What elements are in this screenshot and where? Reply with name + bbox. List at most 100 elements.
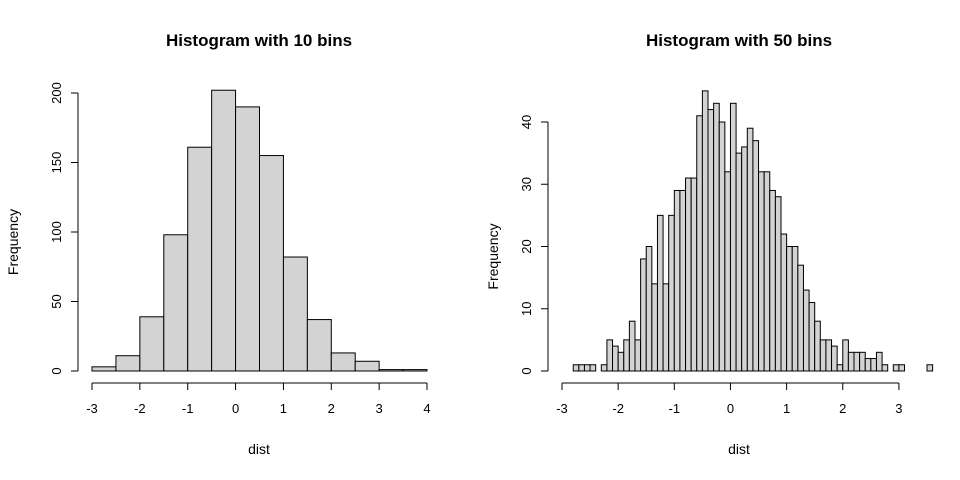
histogram-bar: [187, 146, 213, 372]
y-tick-label: 50: [49, 294, 64, 308]
histogram-bar: [780, 233, 788, 372]
x-tick-label: 0: [727, 401, 734, 416]
histogram-bar: [645, 246, 653, 372]
histogram-bar: [898, 364, 906, 372]
y-axis-label: Frequency: [485, 223, 501, 289]
histogram-bar: [707, 109, 715, 372]
histogram-bar: [864, 358, 872, 372]
histogram-bar: [763, 171, 771, 372]
histogram-bar: [402, 369, 428, 372]
histogram-bar: [808, 302, 816, 372]
histogram-bar: [578, 364, 585, 372]
y-tick-label: 150: [49, 152, 64, 174]
x-tick-label: 1: [280, 401, 287, 416]
y-tick-label: 40: [519, 115, 534, 129]
histogram-bar: [612, 345, 619, 372]
histogram-bar: [628, 320, 636, 372]
histogram-bar: [354, 360, 380, 372]
x-tick-label: -2: [612, 401, 624, 416]
histogram-bar: [679, 189, 687, 372]
histogram-bar: [91, 366, 117, 372]
x-tick-label: 1: [783, 401, 790, 416]
histogram-bar: [724, 171, 731, 372]
x-tick-label: 3: [895, 401, 902, 416]
y-tick-label: 10: [519, 302, 534, 316]
y-tick-label: 20: [519, 239, 534, 253]
x-tick-label: -3: [86, 401, 98, 416]
histogram-bar: [791, 246, 799, 372]
histogram-bar: [853, 351, 861, 372]
histogram-bar: [235, 106, 261, 372]
histogram-bar: [600, 364, 608, 372]
histogram-bar: [814, 320, 821, 372]
histogram-bar: [696, 115, 703, 372]
histogram-bar: [583, 364, 591, 372]
histogram-bar: [259, 155, 284, 372]
histogram-bar: [825, 339, 833, 372]
histogram-bar: [881, 364, 889, 372]
histogram-bar: [651, 283, 658, 372]
histogram-bar: [735, 152, 743, 372]
x-tick-label: -2: [134, 401, 146, 416]
histogram-bar: [758, 171, 765, 372]
x-tick-label: 4: [423, 401, 430, 416]
x-tick-label: 2: [839, 401, 846, 416]
histogram-bar: [741, 146, 748, 372]
y-tick-label: 0: [519, 367, 534, 374]
histogram-bar: [589, 364, 597, 372]
histogram-bar: [836, 364, 844, 372]
histogram-bar: [139, 316, 165, 372]
histogram-bar: [623, 339, 630, 372]
histogram-bar: [330, 352, 356, 372]
histogram-bar: [819, 339, 827, 372]
histogram-bar: [640, 258, 647, 372]
histogram-bar: [668, 214, 675, 372]
histogram-bar: [211, 89, 237, 372]
histogram-bar: [690, 177, 698, 372]
x-axis-label: dist: [248, 441, 270, 457]
histogram-bar: [662, 283, 670, 372]
histogram-bar: [875, 351, 883, 372]
histogram-bar: [572, 364, 580, 372]
chart-title: Histogram with 50 bins: [646, 31, 832, 50]
x-tick-label: -3: [556, 401, 568, 416]
histogram-bar: [718, 121, 726, 372]
histogram-bar: [701, 90, 709, 372]
histogram-bar: [774, 196, 782, 372]
histogram-bar: [842, 339, 849, 372]
histogram-bar: [797, 264, 804, 372]
chart-title: Histogram with 10 bins: [166, 31, 352, 50]
y-tick-label: 100: [49, 221, 64, 243]
y-axis-label: Frequency: [5, 209, 21, 275]
histogram-bar: [786, 246, 793, 372]
histogram-bar: [802, 289, 810, 372]
y-tick-label: 30: [519, 177, 534, 191]
x-axis-label: dist: [728, 441, 750, 457]
histogram-bar: [859, 351, 866, 372]
x-tick-label: 0: [232, 401, 239, 416]
histogram-bar: [115, 355, 141, 372]
histogram-bar: [847, 351, 855, 372]
histogram-bar: [656, 214, 664, 372]
histogram-bar: [831, 345, 838, 372]
histogram-bar: [752, 140, 760, 372]
histogram-bar: [870, 358, 877, 372]
x-tick-label: -1: [669, 401, 681, 416]
x-tick-label: 2: [328, 401, 335, 416]
histogram-bar: [378, 369, 404, 372]
histogram-bar: [926, 364, 934, 372]
y-tick-label: 0: [49, 367, 64, 374]
histogram-bar: [306, 319, 332, 372]
histogram-bar: [713, 102, 720, 372]
histogram-bar: [282, 256, 308, 372]
histogram-bar: [163, 234, 189, 372]
histogram-bar: [892, 364, 900, 372]
histogram-bar: [673, 189, 681, 372]
x-tick-label: -1: [182, 401, 194, 416]
histogram-panel-1: Histogram with 10 bins -3 -2 -1 0 1 2 3 4 dist 0 50…: [5, 31, 431, 457]
x-tick-label: 3: [376, 401, 383, 416]
histogram-bar: [769, 189, 776, 372]
histogram-bar: [746, 127, 754, 372]
histogram-bar: [606, 339, 614, 372]
